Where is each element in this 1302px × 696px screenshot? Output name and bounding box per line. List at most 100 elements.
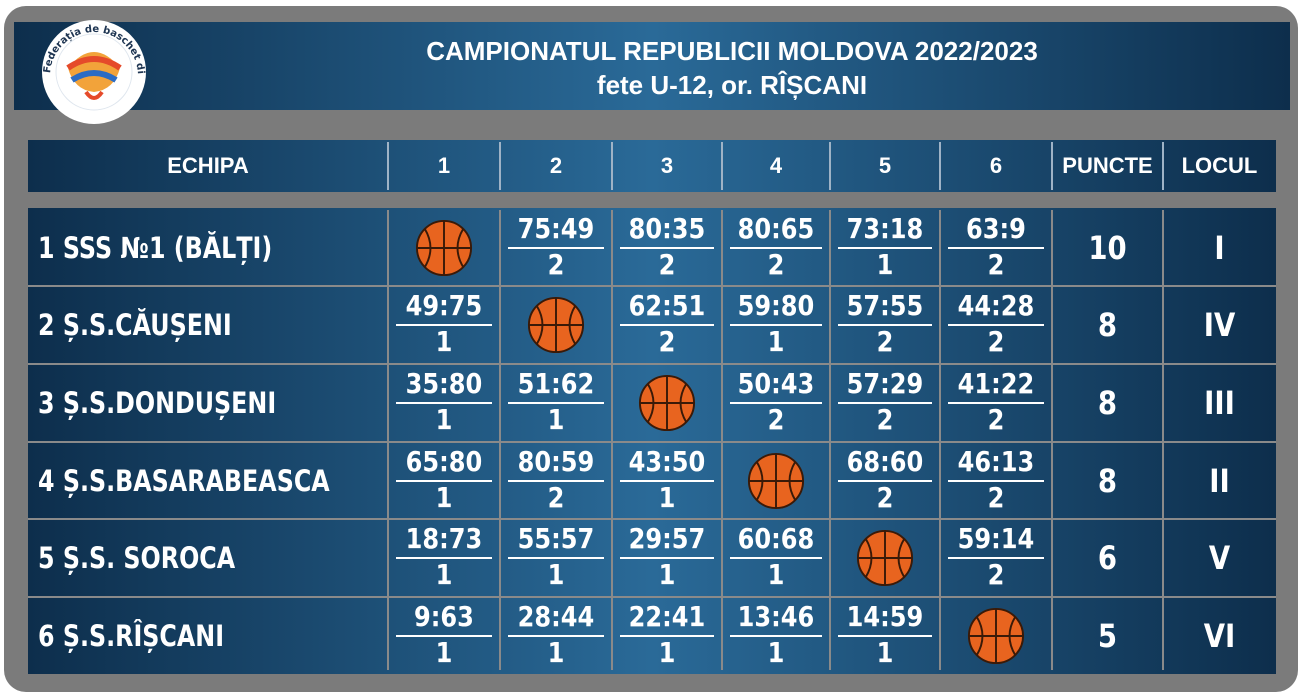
total-points: 8 (1097, 462, 1118, 500)
basketball-icon (415, 219, 473, 277)
match-score: 44:28 (957, 289, 1035, 322)
column-divider (499, 210, 501, 670)
match-score: 57:55 (846, 289, 924, 322)
score-divider-line (838, 247, 932, 249)
final-place: IV (1203, 306, 1236, 344)
score-divider-line (948, 557, 1044, 559)
match-points: 2 (876, 403, 894, 436)
match-result: 22:41 1 (612, 601, 722, 669)
score-divider-line (508, 402, 604, 404)
match-result: 9:63 1 (388, 601, 500, 669)
team-name: 6 Ș.S.RÎȘCANI (38, 619, 225, 653)
match-score: 50:43 (737, 367, 815, 400)
team-name: 5 Ș.S. SOROCA (38, 541, 236, 575)
column-header-1: 1 (437, 153, 451, 178)
match-score: 29:57 (628, 522, 706, 555)
match-score: 13:46 (737, 600, 815, 633)
basketball-icon (747, 452, 805, 510)
column-divider (611, 142, 613, 190)
match-points: 2 (987, 403, 1005, 436)
score-divider-line (948, 402, 1044, 404)
match-points: 2 (767, 248, 785, 281)
score-divider-line (396, 557, 492, 559)
match-points: 1 (767, 636, 785, 669)
score-divider-line (396, 324, 492, 326)
match-score: 59:80 (737, 289, 815, 322)
match-points: 1 (435, 481, 453, 514)
row-divider (28, 285, 1276, 287)
score-divider-line (396, 635, 492, 637)
page-subtitle: fete U-12, or. RÎȘCANI (596, 70, 868, 100)
column-divider (1051, 142, 1053, 190)
match-points: 1 (767, 325, 785, 358)
score-divider-line (948, 247, 1044, 249)
match-result: 18:73 1 (388, 523, 500, 591)
match-score: 18:73 (405, 522, 483, 555)
federation-logo: Federația de baschet din Republica Moldo… (28, 14, 146, 124)
match-score: 51:62 (517, 367, 595, 400)
score-divider-line (838, 480, 932, 482)
match-result: 49:75 1 (388, 290, 500, 358)
match-result: 14:59 1 (830, 601, 940, 669)
match-score: 80:65 (737, 212, 815, 245)
final-place: V (1208, 539, 1231, 577)
score-divider-line (948, 480, 1044, 482)
total-points: 6 (1097, 539, 1118, 577)
match-result: 50:43 2 (722, 368, 830, 436)
match-points: 2 (876, 325, 894, 358)
score-divider-line (730, 402, 822, 404)
match-result: 80:59 2 (500, 446, 612, 514)
match-points: 2 (547, 248, 565, 281)
total-points: 5 (1097, 617, 1118, 655)
page-title: CAMPIONATUL REPUBLICII MOLDOVA 2022/2023 (426, 36, 1038, 66)
match-points: 2 (547, 481, 565, 514)
column-header-team: ECHIPA (167, 153, 249, 178)
team-name: 3 Ș.S.DONDUȘENI (38, 386, 277, 420)
match-score: 73:18 (846, 212, 924, 245)
match-result: 57:55 2 (830, 290, 940, 358)
match-result: 46:13 2 (940, 446, 1052, 514)
final-place: VI (1203, 617, 1236, 655)
match-score: 75:49 (517, 212, 595, 245)
score-divider-line (396, 480, 492, 482)
match-result: 57:29 2 (830, 368, 940, 436)
column-divider (721, 210, 723, 670)
match-points: 2 (767, 403, 785, 436)
match-result: 65:80 1 (388, 446, 500, 514)
title-banner: CAMPIONATUL REPUBLICII MOLDOVA 2022/2023… (14, 22, 1290, 110)
match-points: 1 (658, 481, 676, 514)
column-header-4: 4 (769, 153, 783, 178)
column-header-puncte: PUNCTE (1062, 153, 1153, 178)
match-score: 60:68 (737, 522, 815, 555)
score-divider-line (620, 247, 714, 249)
column-header-5: 5 (878, 153, 892, 178)
match-points: 2 (658, 248, 676, 281)
column-divider (1051, 210, 1053, 670)
score-divider-line (396, 402, 492, 404)
match-result: 63:9 2 (940, 213, 1052, 281)
score-divider-line (620, 480, 714, 482)
score-divider-line (838, 635, 932, 637)
column-divider (1162, 142, 1164, 190)
match-result: 35:80 1 (388, 368, 500, 436)
match-score: 63:9 (966, 212, 1026, 245)
match-result: 59:14 2 (940, 523, 1052, 591)
column-divider (721, 142, 723, 190)
match-score: 80:35 (628, 212, 706, 245)
match-score: 22:41 (628, 600, 706, 633)
column-divider (829, 142, 831, 190)
column-divider (499, 142, 501, 190)
match-points: 1 (435, 403, 453, 436)
match-result: 73:18 1 (830, 213, 940, 281)
score-divider-line (508, 557, 604, 559)
match-points: 1 (658, 558, 676, 591)
match-result: 29:57 1 (612, 523, 722, 591)
column-header-6: 6 (989, 153, 1003, 178)
column-divider (939, 142, 941, 190)
match-points: 2 (987, 481, 1005, 514)
final-place: III (1204, 384, 1235, 422)
match-result: 60:68 1 (722, 523, 830, 591)
match-points: 2 (658, 325, 676, 358)
match-points: 2 (987, 248, 1005, 281)
match-score: 80:59 (517, 445, 595, 478)
